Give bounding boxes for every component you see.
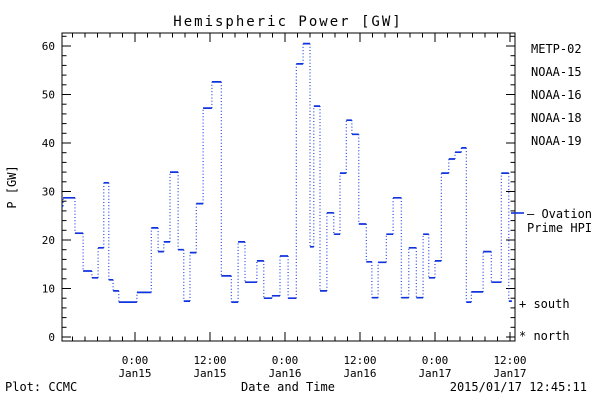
x-tick-label-time: 12:00: [343, 354, 376, 367]
x-tick-label-time: 12:00: [493, 354, 526, 367]
plot-source-label: Plot: CCMC: [5, 380, 77, 394]
y-tick-label: 20: [42, 234, 55, 247]
legend-item-noaa18: NOAA-18: [531, 111, 582, 125]
axis-tick-labels: 01020304050600:00Jan1512:00Jan150:00Jan1…: [42, 40, 527, 380]
y-tick-label: 60: [42, 40, 55, 53]
hpi-horizontal-segments: [61, 42, 512, 303]
y-tick-label: 30: [42, 186, 55, 199]
hpi-vertical-connectors: [62, 43, 510, 303]
hpi-step-curve: [61, 42, 512, 303]
plot-timestamp: 2015/01/17 12:45:11: [450, 380, 587, 394]
y-tick-label: 10: [42, 283, 55, 296]
x-tick-label-date: Jan15: [193, 367, 226, 380]
ovation-legend: – Ovation Prime HPI: [511, 207, 592, 235]
x-axis-label: Date and Time: [241, 380, 335, 394]
y-tick-label: 40: [42, 137, 55, 150]
x-tick-label-time: 0:00: [422, 354, 449, 367]
x-tick-label-date: Jan16: [268, 367, 301, 380]
ovation-legend-line2: Prime HPI: [527, 221, 592, 235]
x-tick-label-date: Jan17: [493, 367, 526, 380]
satellite-legend: METP-02 NOAA-15 NOAA-16 NOAA-18 NOAA-19: [531, 42, 582, 148]
x-tick-label-date: Jan15: [118, 367, 151, 380]
y-tick-label: 50: [42, 89, 55, 102]
y-axis-label: P [GW]: [5, 165, 19, 208]
x-tick-label-time: 0:00: [272, 354, 299, 367]
y-tick-label: 0: [48, 331, 55, 344]
legend-item-noaa16: NOAA-16: [531, 88, 582, 102]
plot-frame: [61, 32, 516, 342]
ovation-legend-line1: – Ovation: [527, 207, 592, 221]
x-tick-label-time: 0:00: [122, 354, 149, 367]
x-tick-label-date: Jan16: [343, 367, 376, 380]
x-tick-label-time: 12:00: [193, 354, 226, 367]
legend-item-noaa19: NOAA-19: [531, 134, 582, 148]
north-marker-label: * north: [519, 329, 570, 343]
chart-title: Hemispheric Power [GW]: [173, 14, 402, 30]
legend-item-metp02: METP-02: [531, 42, 582, 56]
legend-item-noaa15: NOAA-15: [531, 65, 582, 79]
south-marker-label: + south: [519, 297, 570, 311]
x-tick-label-date: Jan17: [418, 367, 451, 380]
axis-ticks: [61, 32, 516, 342]
